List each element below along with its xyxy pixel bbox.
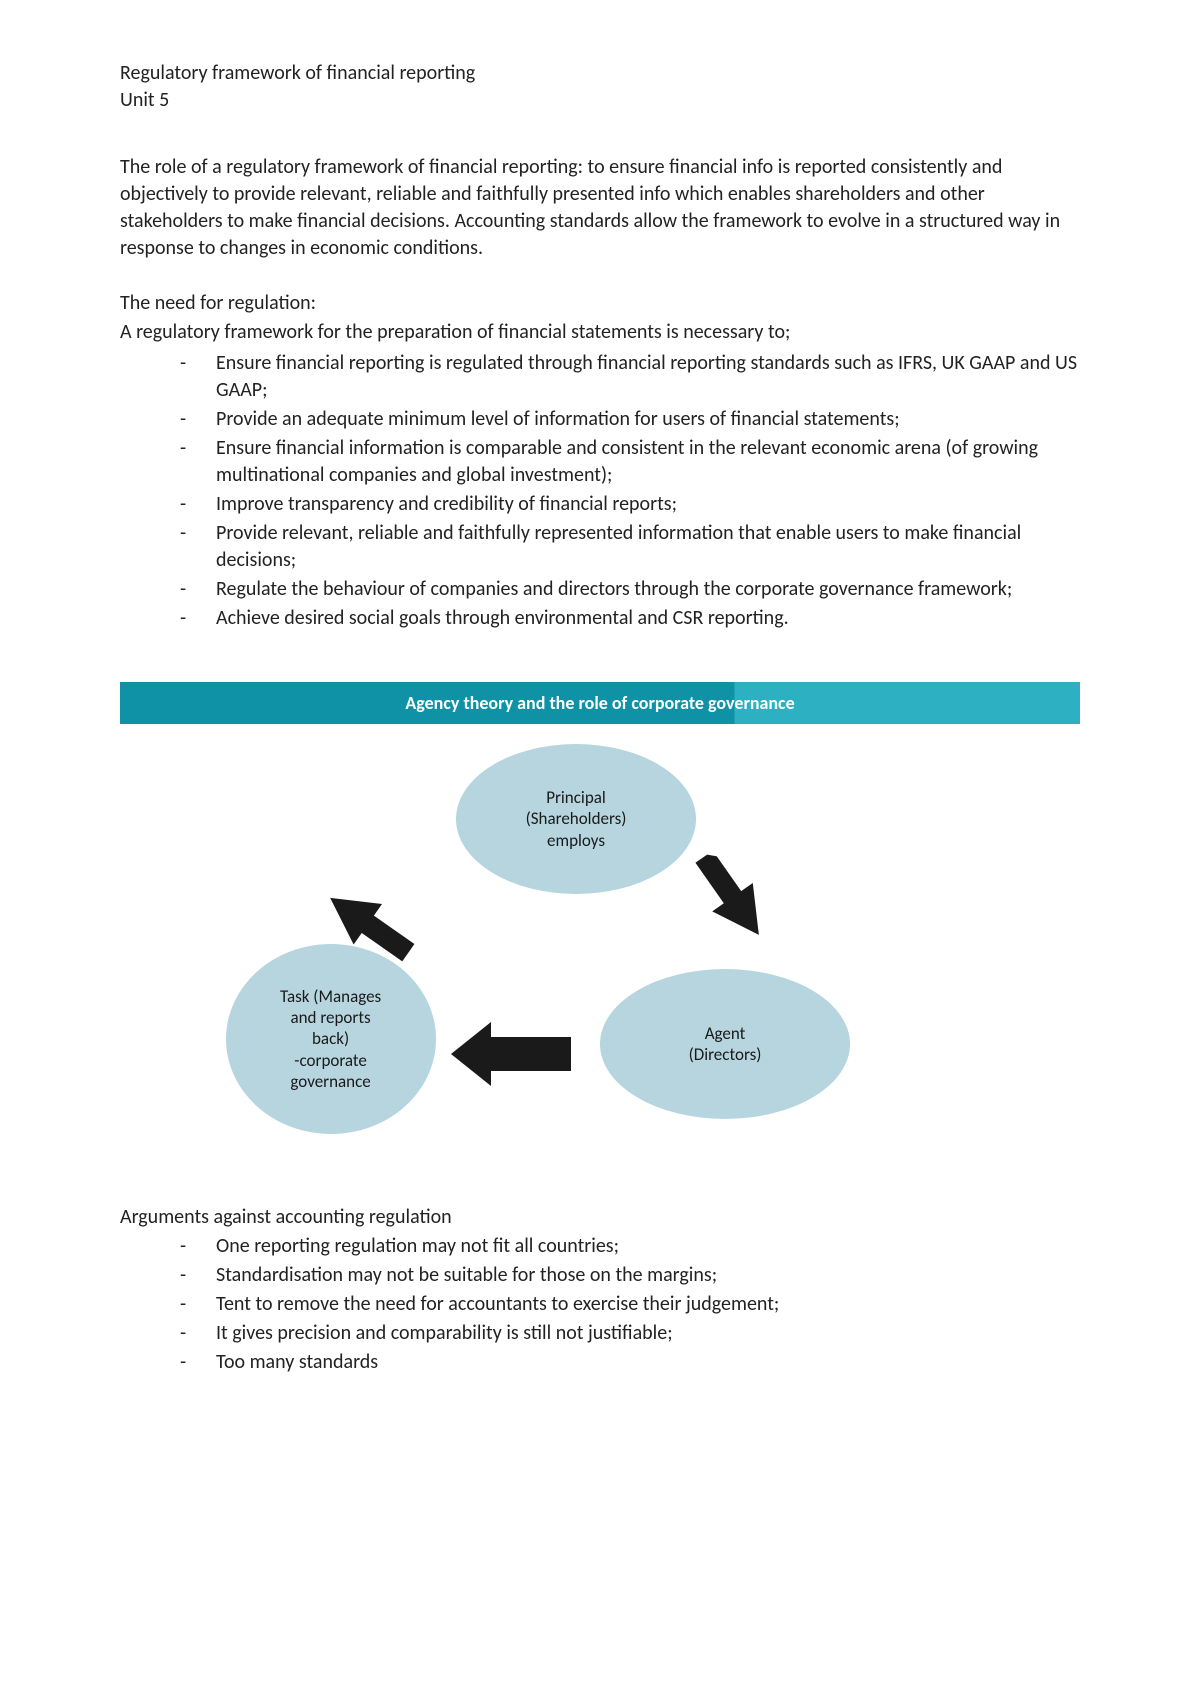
list-item: Regulate the behaviour of companies and … <box>180 576 1080 603</box>
arguments-heading: Arguments against accounting regulation <box>120 1204 1080 1231</box>
list-item: Achieve desired social goals through env… <box>180 605 1080 632</box>
list-item: It gives precision and comparability is … <box>180 1320 1080 1347</box>
diagram-arrow-principal-to-agent <box>659 849 796 978</box>
list-item: Too many standards <box>180 1349 1080 1376</box>
list-item: Improve transparency and credibility of … <box>180 491 1080 518</box>
list-item: Tent to remove the need for accountants … <box>180 1291 1080 1318</box>
arguments-against-section: Arguments against accounting regulation … <box>120 1204 1080 1376</box>
arguments-list: One reporting regulation may not fit all… <box>120 1233 1080 1376</box>
diagram-node-agent: Agent(Directors) <box>600 969 850 1119</box>
list-item: Standardisation may not be suitable for … <box>180 1262 1080 1289</box>
list-item: Ensure financial reporting is regulated … <box>180 350 1080 404</box>
intro-paragraph: The role of a regulatory framework of fi… <box>120 154 1080 262</box>
list-item: Ensure financial information is comparab… <box>180 435 1080 489</box>
need-list: Ensure financial reporting is regulated … <box>120 350 1080 632</box>
need-heading: The need for regulation: <box>120 290 1080 317</box>
agency-theory-diagram: Principal(Shareholders)employs Agent(Dire… <box>120 744 1080 1174</box>
diagram-arrow-agent-to-task <box>446 1019 576 1089</box>
list-item: Provide relevant, reliable and faithfull… <box>180 520 1080 574</box>
diagram-node-task: Task (Managesand reportsback)-corporateg… <box>226 944 436 1134</box>
need-for-regulation-section: The need for regulation: A regulatory fr… <box>120 290 1080 632</box>
page-subtitle: Unit 5 <box>120 87 1080 114</box>
diagram-arrow-task-to-principal <box>312 834 451 973</box>
need-lead: A regulatory framework for the preparati… <box>120 319 1080 346</box>
document-header: Regulatory framework of financial report… <box>120 60 1080 114</box>
page-title: Regulatory framework of financial report… <box>120 60 1080 87</box>
list-item: One reporting regulation may not fit all… <box>180 1233 1080 1260</box>
list-item: Provide an adequate minimum level of inf… <box>180 406 1080 433</box>
diagram-banner-text: Agency theory and the role of corporate … <box>405 691 794 715</box>
diagram-node-principal: Principal(Shareholders)employs <box>456 744 696 894</box>
diagram-banner: Agency theory and the role of corporate … <box>120 682 1080 724</box>
